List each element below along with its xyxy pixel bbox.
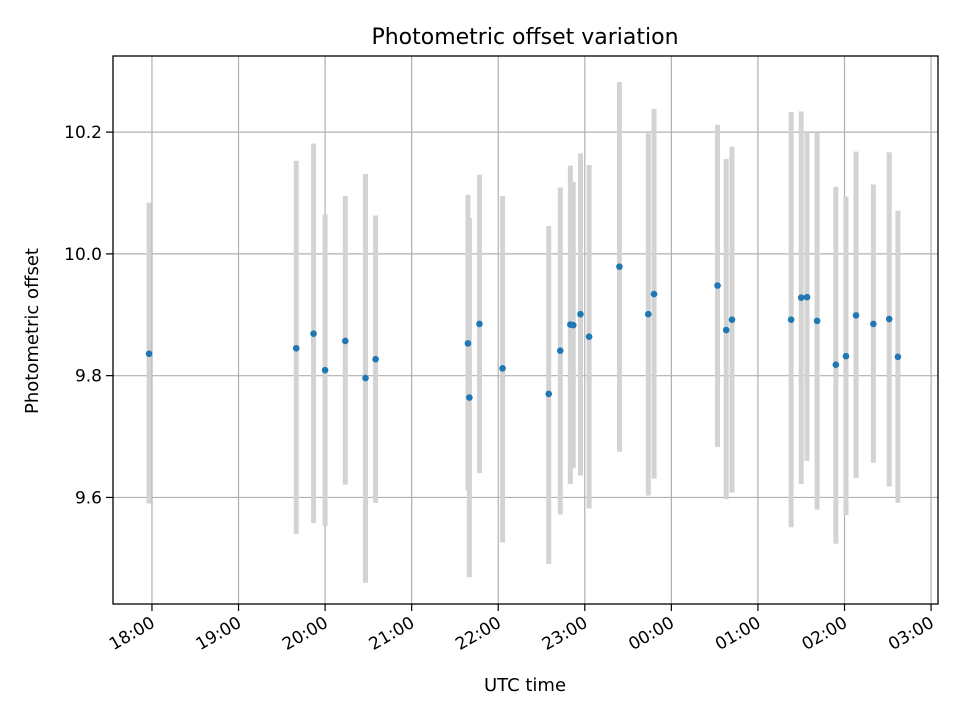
x-tick-label: 22:00 [452, 613, 504, 655]
data-point [797, 294, 805, 302]
data-point [372, 355, 379, 363]
x-axis-ticks: 18:00 19:00 20:00 21:00 22:00 23:00 00:00 01:00… [106, 604, 938, 655]
x-tick-label: 23:00 [539, 613, 591, 655]
data-point [885, 315, 893, 323]
y-tick-label: 10.0 [64, 245, 102, 265]
data-point [499, 365, 506, 372]
y-tick-label: 9.6 [75, 488, 102, 508]
x-tick-label: 19:00 [193, 613, 245, 655]
y-tick-label: 10.2 [64, 123, 102, 143]
data-point [556, 347, 564, 355]
data-point [476, 320, 483, 328]
data-point [321, 366, 329, 374]
x-tick-label: 18:00 [106, 613, 158, 655]
chart-title: Photometric offset variation [371, 25, 678, 50]
data-point [569, 321, 577, 329]
data-points [145, 263, 902, 401]
data-point [832, 361, 840, 369]
error-bars [146, 82, 901, 583]
data-point [842, 352, 850, 360]
data-point [894, 353, 902, 361]
data-point [787, 316, 795, 323]
data-point [466, 394, 473, 401]
x-tick-label: 03:00 [885, 613, 937, 655]
data-point [545, 390, 553, 398]
data-point [145, 350, 153, 358]
data-point [650, 290, 658, 298]
plot-frame [112, 55, 939, 605]
x-tick-label: 20:00 [279, 613, 331, 655]
y-tick-label: 9.8 [75, 367, 102, 387]
data-point [464, 340, 472, 347]
y-axis-ticks: 9.6 9.8 10.0 10.2 [64, 123, 113, 508]
data-point [644, 310, 652, 318]
x-tick-label: 21:00 [366, 613, 418, 655]
data-point [728, 316, 736, 323]
data-point [616, 263, 623, 270]
data-point [870, 320, 877, 328]
data-point [813, 317, 821, 325]
y-axis-label: Photometric offset [22, 248, 43, 414]
data-point [310, 330, 317, 337]
x-tick-label: 00:00 [625, 613, 677, 655]
data-point [577, 310, 584, 318]
data-point [292, 344, 300, 352]
data-point [722, 326, 730, 334]
data-point [362, 374, 369, 382]
data-point [585, 333, 593, 340]
data-point [803, 293, 811, 301]
x-tick-label: 01:00 [712, 613, 764, 655]
x-axis-label: UTC time [484, 675, 566, 696]
data-point [714, 282, 721, 289]
grid [113, 56, 938, 604]
data-point [341, 337, 349, 345]
data-point [852, 312, 860, 319]
x-tick-label: 02:00 [799, 613, 851, 655]
